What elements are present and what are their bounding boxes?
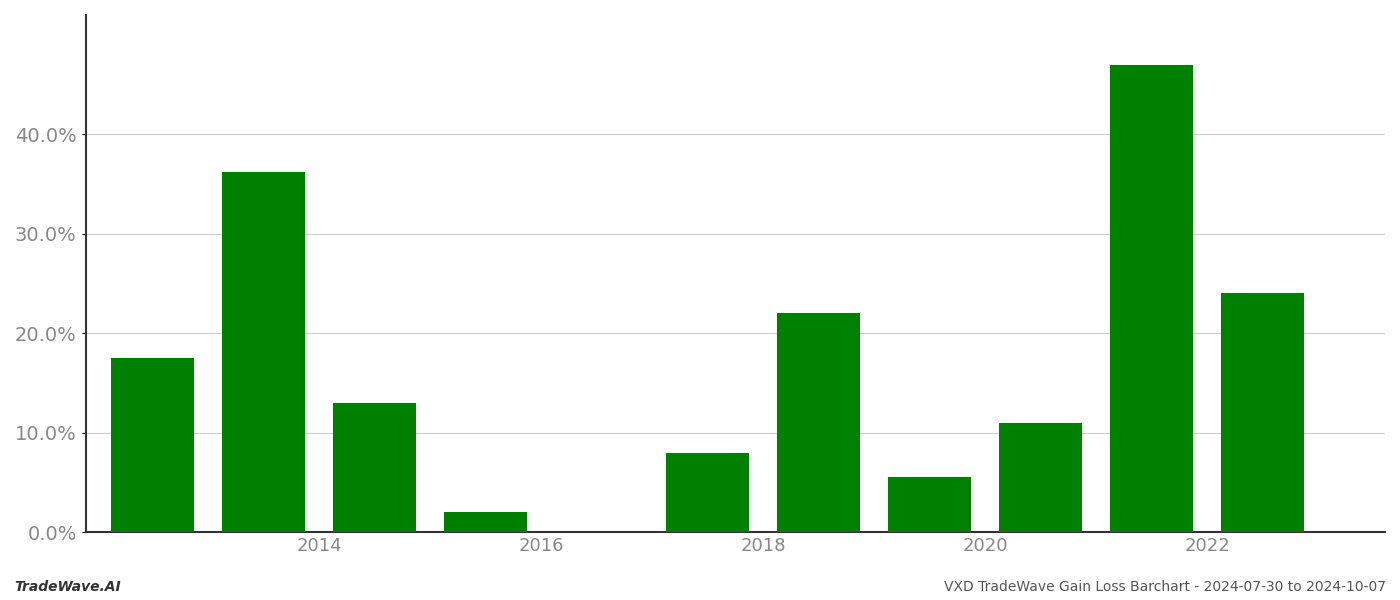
Bar	[777, 313, 861, 532]
Text: TradeWave.AI: TradeWave.AI	[14, 580, 120, 594]
Bar	[111, 358, 195, 532]
Bar	[221, 172, 305, 532]
Bar	[888, 478, 972, 532]
Bar	[1110, 65, 1193, 532]
Text: VXD TradeWave Gain Loss Barchart - 2024-07-30 to 2024-10-07: VXD TradeWave Gain Loss Barchart - 2024-…	[944, 580, 1386, 594]
Bar	[1221, 293, 1305, 532]
Bar	[1000, 423, 1082, 532]
Bar	[444, 512, 528, 532]
Bar	[666, 452, 749, 532]
Bar	[333, 403, 416, 532]
